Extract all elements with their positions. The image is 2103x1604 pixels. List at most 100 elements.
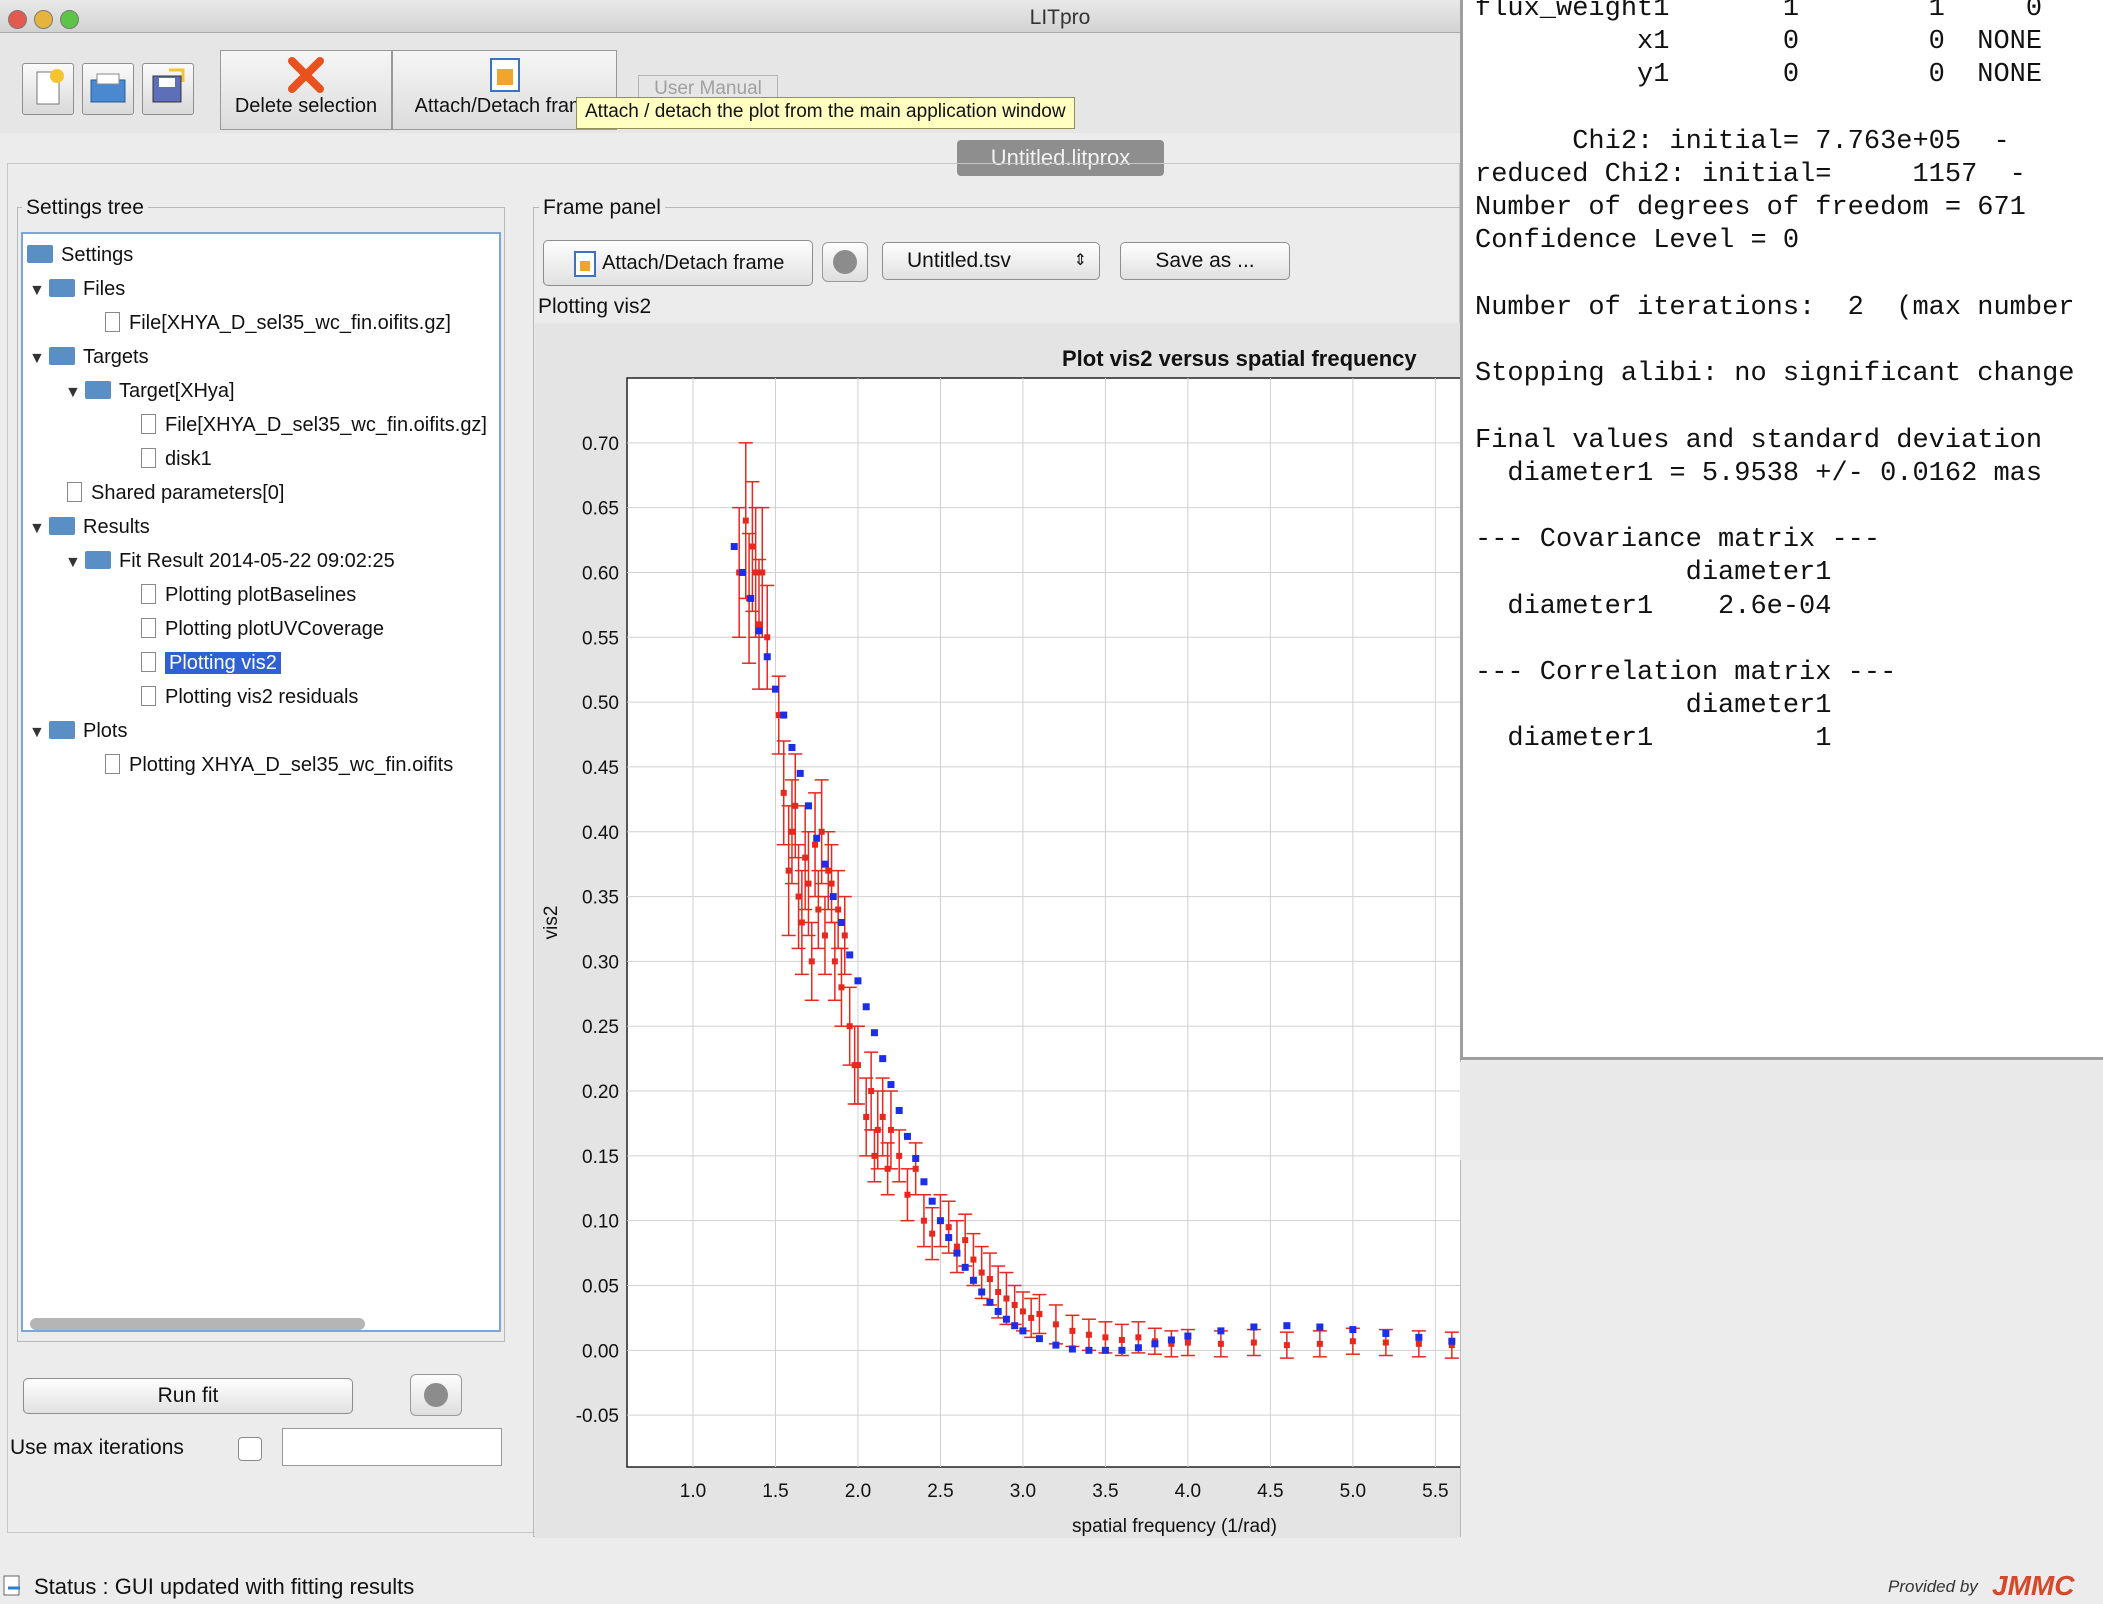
data-point bbox=[871, 1152, 878, 1159]
frame-status-button[interactable] bbox=[822, 242, 868, 282]
model-point bbox=[821, 860, 829, 868]
data-point bbox=[759, 569, 766, 576]
data-point bbox=[863, 1113, 870, 1120]
expand-triangle-icon[interactable]: ▼ bbox=[65, 384, 81, 401]
expand-triangle-icon[interactable]: ▼ bbox=[29, 282, 45, 299]
data-point bbox=[945, 1224, 952, 1231]
folder-icon bbox=[27, 244, 53, 263]
updown-arrow-icon: ⇕ bbox=[1073, 252, 1087, 269]
model-point bbox=[1415, 1333, 1423, 1341]
expand-triangle-icon[interactable]: ▼ bbox=[65, 554, 81, 571]
tree-node-targets[interactable]: ▼ Targets bbox=[29, 342, 149, 372]
model-point bbox=[755, 627, 763, 635]
tree-node-files[interactable]: ▼ Files bbox=[29, 274, 125, 304]
data-point bbox=[854, 1062, 861, 1069]
attach-detach-frame-button[interactable]: Attach/Detach frame bbox=[543, 240, 813, 286]
tree-node-plots[interactable]: ▼ Plots bbox=[29, 716, 127, 746]
tree-node-settings[interactable]: Settings bbox=[27, 240, 133, 270]
model-point bbox=[936, 1217, 944, 1225]
tree-node-plot-vis2-selected[interactable]: Plotting vis2 bbox=[141, 648, 281, 678]
jmmc-logo: JMMC bbox=[1992, 1570, 2075, 1601]
model-point bbox=[780, 711, 788, 719]
tree-node-plot-residuals[interactable]: Plotting vis2 residuals bbox=[141, 682, 358, 712]
max-iterations-input[interactable] bbox=[282, 1428, 502, 1466]
fit-progress-button[interactable] bbox=[410, 1374, 462, 1416]
close-window-button[interactable] bbox=[8, 10, 27, 29]
model-point bbox=[1035, 1335, 1043, 1343]
expand-triangle-icon[interactable]: ▼ bbox=[29, 350, 45, 367]
model-point bbox=[1019, 1327, 1027, 1335]
expand-triangle-icon[interactable]: ▼ bbox=[29, 724, 45, 741]
model-point bbox=[1101, 1346, 1109, 1354]
file-select[interactable]: Untitled.tsv ⇕ bbox=[882, 242, 1100, 280]
file-icon bbox=[141, 583, 156, 604]
console-line: Stopping alibi: no significant change bbox=[1475, 359, 2075, 390]
tree-node-disk[interactable]: disk1 bbox=[141, 444, 212, 474]
model-point bbox=[986, 1298, 994, 1306]
console-line: flux_weight1 1 1 0 bbox=[1475, 0, 2043, 24]
tree-node-shared-parameters[interactable]: Shared parameters[0] bbox=[67, 478, 284, 508]
tree-node-fit-result[interactable]: ▼ Fit Result 2014-05-22 09:02:25 bbox=[65, 546, 395, 576]
x-tick-label: 3.0 bbox=[1010, 1481, 1036, 1502]
minimize-window-button[interactable] bbox=[34, 10, 53, 29]
y-tick-label: 0.20 bbox=[582, 1082, 619, 1103]
file-icon bbox=[141, 617, 156, 638]
console-line: diameter1 2.6e-04 bbox=[1475, 591, 1832, 622]
folder-icon bbox=[85, 550, 111, 569]
tree-node-file[interactable]: File[XHYA_D_sel35_wc_fin.oifits.gz] bbox=[105, 308, 495, 338]
tooltip: Attach / detach the plot from the main a… bbox=[576, 97, 1075, 129]
zoom-window-button[interactable] bbox=[60, 10, 79, 29]
model-point bbox=[738, 568, 746, 576]
data-point bbox=[821, 932, 828, 939]
model-point bbox=[920, 1178, 928, 1186]
model-point bbox=[903, 1132, 911, 1140]
model-point bbox=[837, 919, 845, 926]
data-point bbox=[812, 841, 819, 848]
model-point bbox=[912, 1154, 920, 1162]
settings-tree[interactable]: Settings ▼ Files File[XHYA_D_sel35_wc_fin… bbox=[21, 232, 501, 1332]
data-point bbox=[780, 789, 787, 796]
tree-node-plot-uv[interactable]: Plotting plotUVCoverage bbox=[141, 614, 384, 644]
model-point bbox=[1151, 1340, 1159, 1348]
tree-node-target-file[interactable]: File[XHYA_D_sel35_wc_fin.oifits.gz] bbox=[141, 410, 495, 440]
data-point bbox=[828, 880, 835, 887]
data-point bbox=[755, 621, 762, 628]
frame-icon bbox=[573, 250, 596, 277]
settings-tree-group bbox=[17, 207, 505, 1342]
open-button[interactable] bbox=[82, 63, 134, 115]
model-point bbox=[804, 802, 812, 810]
tree-horizontal-scrollbar[interactable] bbox=[30, 1318, 365, 1330]
data-point bbox=[1168, 1340, 1175, 1347]
x-tick-label: 2.0 bbox=[845, 1481, 871, 1502]
run-fit-button[interactable]: Run fit bbox=[23, 1378, 353, 1414]
attach-detach-toolbar-button[interactable]: Attach/Detach frame bbox=[392, 50, 617, 130]
data-point bbox=[749, 543, 756, 550]
console-line: Number of iterations: 2 (max number bbox=[1475, 292, 2075, 323]
model-point bbox=[1002, 1315, 1010, 1323]
data-point bbox=[752, 569, 759, 576]
tree-node-target[interactable]: ▼ Target[XHya] bbox=[65, 376, 235, 406]
model-point bbox=[928, 1197, 936, 1205]
expand-triangle-icon[interactable]: ▼ bbox=[29, 520, 45, 537]
tree-node-plot-file[interactable]: Plotting XHYA_D_sel35_wc_fin.oifits bbox=[105, 750, 495, 780]
console-bottom-panel bbox=[1460, 1062, 2103, 1160]
tree-node-results[interactable]: ▼ Results bbox=[29, 512, 150, 542]
window-title: LITpro bbox=[1029, 6, 1091, 29]
new-document-button[interactable] bbox=[22, 63, 74, 115]
delete-selection-button[interactable]: Delete selection bbox=[220, 50, 392, 130]
data-point bbox=[838, 984, 845, 991]
file-select-value: Untitled.tsv bbox=[907, 249, 1011, 272]
data-point bbox=[798, 919, 805, 926]
frame-panel-title: Frame panel bbox=[539, 196, 665, 220]
frame-icon bbox=[489, 58, 520, 92]
data-point bbox=[825, 867, 832, 874]
save-as-button[interactable]: Save as ... bbox=[1120, 242, 1290, 280]
data-point bbox=[1217, 1340, 1224, 1347]
save-button[interactable] bbox=[142, 63, 194, 115]
folder-icon bbox=[49, 278, 75, 297]
data-point bbox=[986, 1276, 993, 1283]
data-point bbox=[785, 867, 792, 874]
y-tick-label: 0.10 bbox=[582, 1212, 619, 1233]
use-max-iterations-checkbox[interactable] bbox=[238, 1437, 262, 1461]
tree-node-plot-baselines[interactable]: Plotting plotBaselines bbox=[141, 580, 356, 610]
